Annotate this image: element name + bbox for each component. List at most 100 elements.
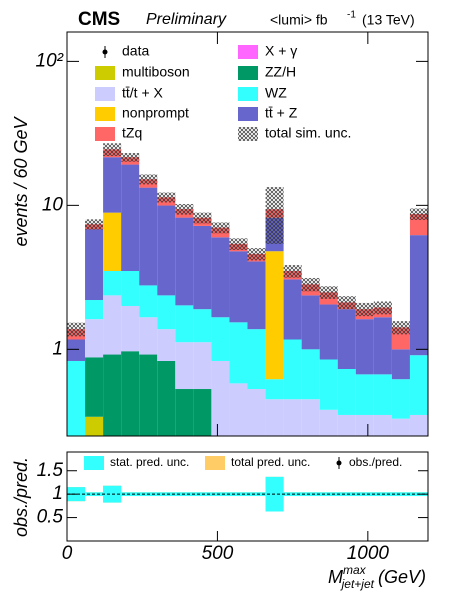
ratio-band [211,492,230,497]
bar-segment [211,317,230,361]
bar-segment [103,354,122,436]
legend-swatch [95,66,115,80]
ratio-band [337,492,356,497]
bar-segment [391,418,410,436]
bar-segment [85,357,104,417]
bar-segment [283,339,302,400]
ratio-band [301,492,320,497]
x-tick-label: 1000 [347,543,390,564]
legend-swatch [238,87,258,101]
uncertainty-band [409,208,428,221]
bar-segment [193,225,212,310]
bar-segment [67,360,86,436]
bar-segment [373,414,392,436]
main-frame [66,31,429,437]
uncertainty-band [157,192,176,203]
bar-segment [121,305,140,352]
uncertainty-band [229,238,248,250]
ratio-legend-label: stat. pred. unc. [110,455,189,469]
x-tick-label: 500 [202,543,234,564]
uncertainty-band [193,212,212,224]
ratio-band [391,492,410,497]
legend-marker [102,49,108,55]
bar-segment [247,261,266,330]
uncertainty-band [247,248,266,261]
legend-label: total sim. unc. [265,125,351,141]
bar-segment [229,251,248,323]
bar-segment [103,295,122,355]
bar-segment [85,300,104,320]
ratio-band [247,492,266,497]
experiment: CMS [78,9,120,30]
bar-segment [319,304,338,360]
y-tick-label: 10 [42,194,64,215]
legend-label: multiboson [122,64,190,80]
bar-segment [175,305,194,343]
uncertainty-band [283,265,302,278]
legend-swatch [238,107,258,121]
bar-segment [103,270,122,296]
bar-segment [355,319,374,375]
uncertainty-band [337,296,356,310]
legend-label: ZZ/H [265,64,296,80]
bar-segment [229,322,248,384]
bar-segment [121,164,140,271]
legend-label: tt̄/t + X [122,85,164,101]
bar-segment [103,212,122,271]
status: Preliminary [146,11,227,28]
bar-segment [337,368,356,415]
bar-segment [139,187,158,286]
ratio-y-tick-label: 1.5 [37,460,64,481]
bar-segment [157,205,176,296]
bar-segment [193,389,212,436]
uncertainty-band [265,187,284,244]
uncertainty-band [67,322,86,337]
bar-segment [157,329,176,361]
bar-segment [139,354,158,436]
uncertainty-band [391,321,410,335]
ratio-legend-swatch [205,456,225,470]
legend-marker [336,460,342,466]
ratio-legend-swatch [84,456,104,470]
legend: data multiboson tt̄/t + X nonprompt tZq X + γ… [84,43,402,470]
legend-label: tt̄ + Z [265,105,298,121]
x-label-sup: max [343,563,367,577]
bar-segment [319,409,338,436]
bar-segment [373,317,392,375]
bar-segment [265,251,284,380]
legend-swatch [238,127,258,141]
lumi: <lumi> fb [270,12,328,28]
uncertainty-band [103,143,122,157]
legend-swatch [95,87,115,101]
legend-label: X + γ [265,43,297,59]
x-label-main: M [328,567,343,587]
ratio-y-axis-label: obs./pred. [11,457,31,537]
bar-segment [247,329,266,390]
bar-segment [103,157,122,213]
bar-segment [319,359,338,410]
ratio-band [157,492,176,497]
bar-segment [193,309,212,343]
y-tick-label: 1 [52,338,63,359]
uncertainty-band [301,277,320,292]
bar-segment [355,374,374,415]
bar-segment [301,399,320,436]
bar-segment [265,399,284,436]
legend-swatch [95,127,115,141]
x-axis-label: Mmax jet+jet (GeV) [328,563,426,591]
bar-segment [175,217,194,306]
ratio-y-tick-label: 1 [52,483,63,504]
legend-label: WZ [265,85,287,101]
bar-segment [139,285,158,318]
ratio-band [121,492,140,497]
bar-segment [301,349,320,400]
x-label-sub: jet+jet [340,577,375,591]
legend-label: nonprompt [122,105,189,121]
bar-segment [337,309,356,369]
y-tick-label: 10² [36,50,64,71]
bar-segment [211,237,230,318]
energy: (13 TeV) [362,12,415,28]
bar-segment [157,295,176,330]
uncertainty-band [355,302,374,317]
